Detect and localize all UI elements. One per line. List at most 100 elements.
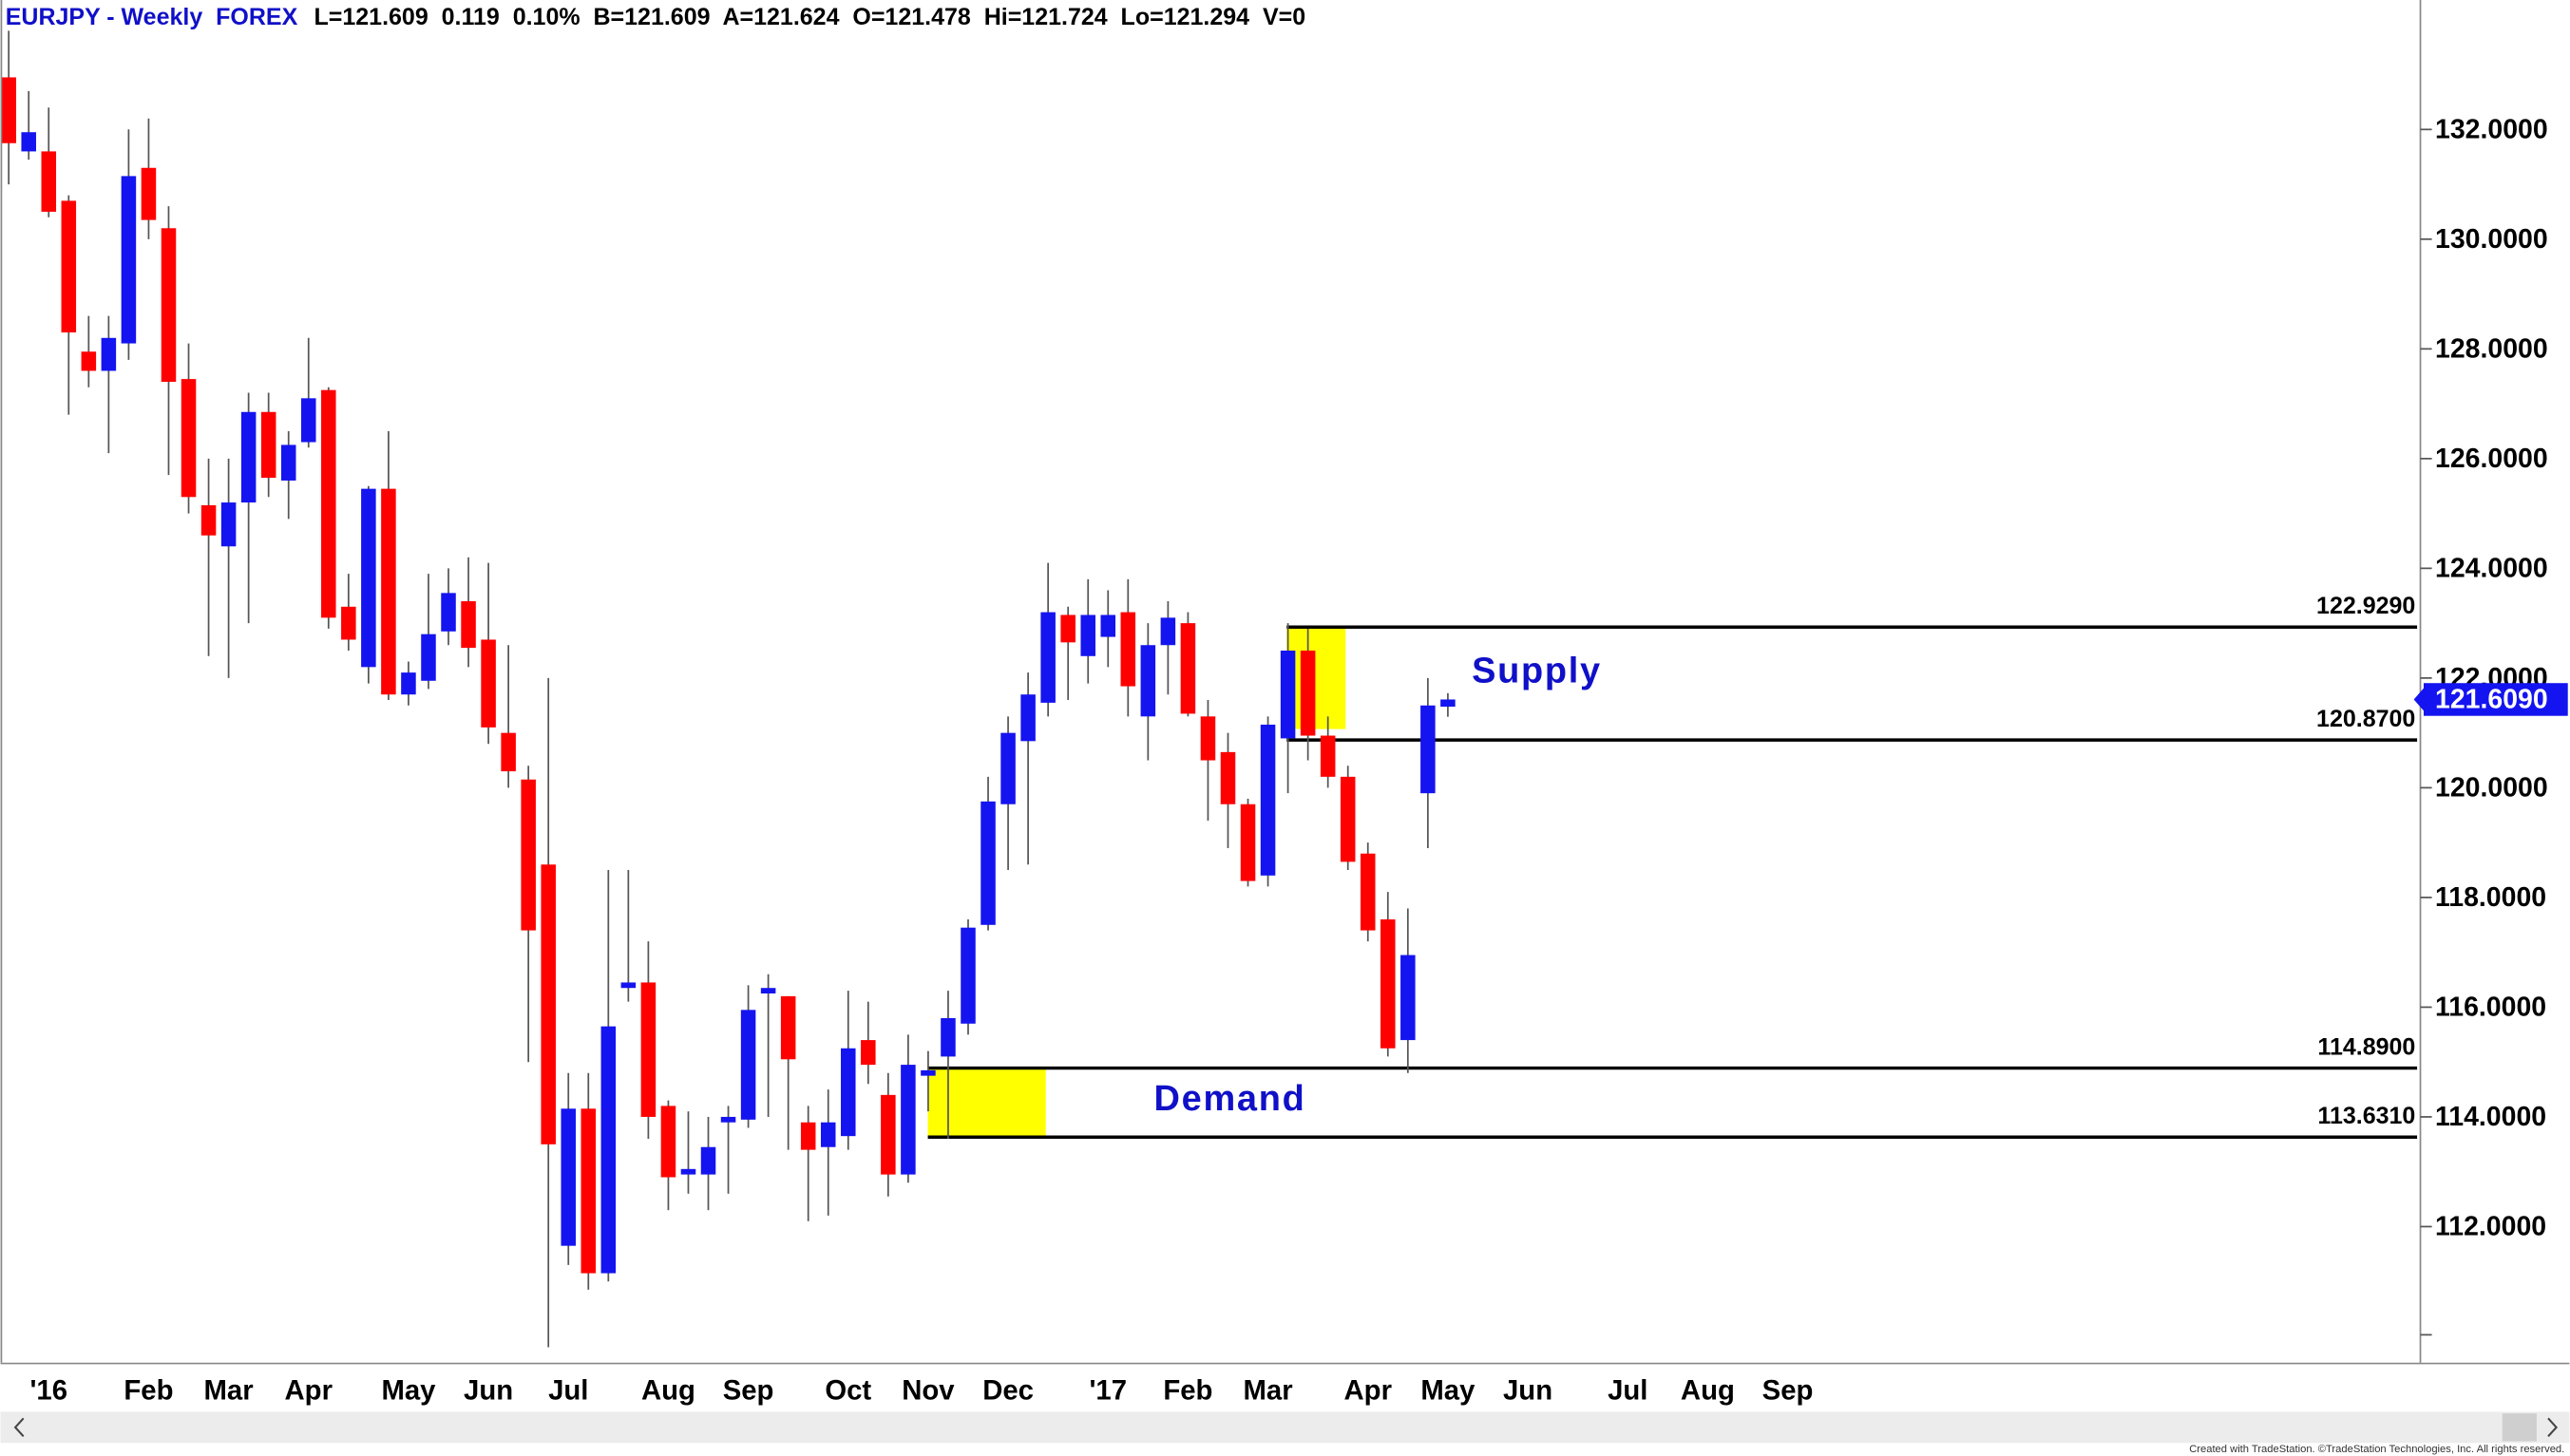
zone [1286,627,1346,729]
x-tick-label: Jul [548,1374,588,1406]
y-tick-label: 124.0000 [2435,554,2548,584]
candle-body [200,504,217,536]
candle-body [101,337,117,371]
candle-body [1420,705,1436,794]
candle-body [780,995,796,1060]
header: EURJPY - Weekly FOREX L=121.609 0.119 0.1… [6,4,1305,30]
candle-body [660,1106,676,1178]
x-tick-label: Aug [1681,1374,1735,1406]
x-tick-label: Nov [902,1374,955,1406]
candle-body [521,779,536,931]
x-tick-label: Sep [1762,1374,1814,1406]
y-tick-label: 114.0000 [2435,1102,2546,1132]
x-tick-label: Apr [285,1374,333,1406]
candle-body [901,1065,916,1175]
y-tick-label: 116.0000 [2435,993,2546,1023]
x-tick-label: Jun [1503,1374,1552,1406]
candle-body [1440,699,1456,708]
candle-body [760,988,776,993]
x-tick-label: May [381,1374,436,1406]
candle-body [1140,645,1156,717]
zone [927,1068,1046,1138]
candle-body [620,982,637,989]
x-tick-label: Jun [464,1374,513,1406]
candle-body [1320,735,1336,777]
candle-body [800,1122,816,1150]
last-price-pointer [2413,686,2426,713]
candle-body [1360,853,1376,931]
level-label: 120.8700 [2316,706,2415,732]
candle-body [581,1108,597,1274]
footer: Created with TradeStation. ©TradeStation… [2189,1444,2564,1455]
x-tick-label: Mar [204,1374,254,1406]
candle-body [680,1168,696,1175]
last-price-tag [2423,683,2568,716]
candle-body [1160,617,1176,646]
scroll-left[interactable] [13,1417,25,1438]
level-label: 113.6310 [2317,1103,2415,1129]
axes: 112.0000 114.0000 116.0000 118.0000 120.0000… [29,115,2568,1406]
candle-body [1200,716,1216,761]
candle-body [361,488,376,668]
candle-body [81,351,97,371]
candle-body [121,176,137,344]
candle-body [1060,615,1076,643]
candle-body [600,1026,617,1274]
candle-body [980,801,996,925]
x-tick-label: Jul [1608,1374,1647,1406]
candle-body [481,639,496,728]
candle-body [1000,732,1016,804]
scrollbar-thumb[interactable] [2502,1413,2537,1442]
candle-body [401,672,416,695]
y-tick-label: 130.0000 [2435,224,2548,255]
candle-body [461,601,476,649]
candles [1,30,1456,1348]
x-tick-label: '16 [29,1374,67,1406]
candle-body [1380,919,1396,1049]
scrollbar[interactable] [0,1411,2570,1444]
x-tick-label: Oct [825,1374,871,1406]
scroll-right[interactable] [2547,1417,2559,1438]
x-tick-label: Dec [982,1374,1034,1406]
candle-body [561,1108,577,1246]
x-tick-label: Feb [1163,1374,1212,1406]
x-tick-label: Apr [1344,1374,1392,1406]
level-label: 122.9290 [2316,593,2415,619]
y-tick-label: 112.0000 [2435,1212,2546,1242]
candle-body [300,398,316,443]
y-tick-label: 128.0000 [2435,334,2548,365]
candle-body [700,1146,716,1175]
levels: 122.9290 120.8700 114.8900 113.6310 [927,593,2418,1139]
candle-body [640,982,657,1117]
candle-body [1040,612,1056,703]
candle-body [1260,724,1276,876]
candle-body [1180,623,1196,714]
candle-body [1,77,16,143]
candle-body [720,1116,736,1123]
candle-body [41,151,57,212]
candle-body [1120,612,1136,687]
last-price-label: 121.6090 [2435,685,2548,715]
candle-body [740,1010,756,1120]
candle-body [21,132,36,152]
candle-body [181,379,197,498]
candle-body [381,488,396,695]
candle-body [1240,804,1256,881]
candle-body [841,1048,856,1137]
x-tick-label: Feb [124,1374,173,1406]
candle-body [61,200,77,333]
candle-body [961,927,976,1024]
candle-body [1340,776,1356,862]
candle-body [321,389,336,618]
candle-body [941,1017,956,1057]
x-tick-label: Sep [723,1374,774,1406]
y-tick-label: 120.0000 [2435,773,2548,804]
candle-body [280,444,296,481]
x-tick-label: '17 [1089,1374,1127,1406]
candle-body [161,228,177,382]
level-label: 114.8900 [2317,1033,2415,1060]
zone-label: Demand [1154,1079,1306,1119]
candle-body [421,633,436,681]
